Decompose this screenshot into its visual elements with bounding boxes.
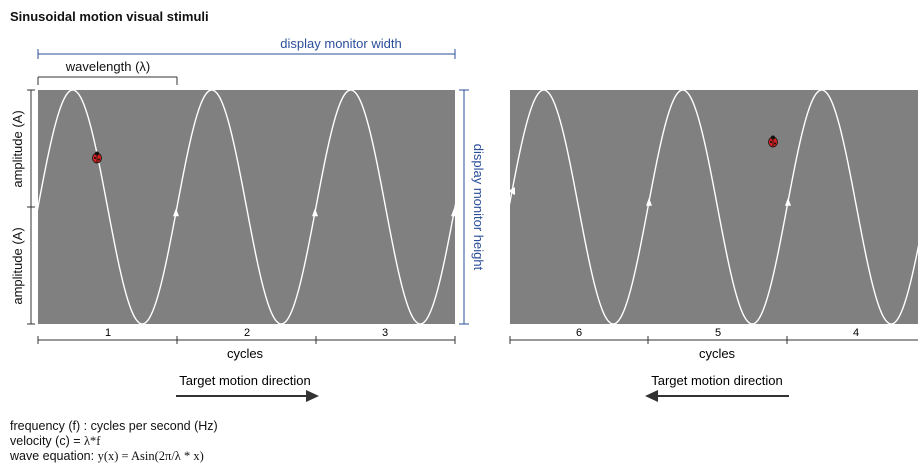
frequency-line: frequency (f) : cycles per second (Hz) (10, 419, 218, 433)
cycle-label: 5 (715, 327, 721, 339)
wave-arrow-icon (785, 197, 791, 206)
wavelength-label: wavelength (λ) (65, 59, 151, 74)
cycle-label: 1 (105, 327, 111, 339)
figure-title: Sinusoidal motion visual stimuli (10, 9, 209, 24)
right-wave-arrows (508, 187, 791, 206)
display-height-annotation: display monitor height (459, 89, 486, 325)
wave-arrow-icon (173, 208, 179, 217)
amplitude-top-label: amplitude (A) (10, 110, 25, 187)
wave-arrow-icon (508, 187, 515, 196)
display-width-label: display monitor width (280, 36, 401, 51)
wave-arrow-icon (312, 208, 318, 217)
wavelength-annotation: wavelength (λ) (37, 59, 178, 85)
arrow-icon (645, 390, 789, 402)
right-cycle-axis: 6 5 4 cycles (509, 327, 918, 361)
wave-equation-line: wave equation: y(x) = Asin(2π/λ * x) (10, 449, 218, 464)
amplitude-bottom-label: amplitude (A) (10, 227, 25, 304)
velocity-expression: λ*f (83, 434, 101, 448)
wave-prefix: wave equation: (10, 449, 98, 463)
display-height-label: display monitor height (471, 144, 486, 271)
left-direction-indicator: Target motion direction (176, 373, 319, 402)
equations-block: frequency (f) : cycles per second (Hz) v… (10, 419, 218, 464)
cycle-label: 6 (576, 327, 582, 339)
cycle-label: 3 (382, 327, 388, 339)
velocity-line: velocity (c) = λ*f (10, 434, 218, 449)
wave-arrow-icon (646, 197, 652, 206)
left-cycle-axis: 1 2 3 cycles (37, 327, 456, 361)
wave-expression: y(x) = Asin(2π/λ * x) (97, 449, 204, 463)
amplitude-annotation: amplitude (A) amplitude (A) (10, 89, 35, 325)
ladybug-target-icon (768, 135, 778, 148)
cycles-axis-label: cycles (699, 346, 736, 361)
right-sine-wave (510, 90, 918, 324)
cycle-label: 4 (853, 327, 859, 339)
velocity-prefix: velocity (c) = (10, 434, 84, 448)
arrow-icon (176, 390, 319, 402)
left-wave-arrows (173, 208, 457, 217)
ladybug-target-icon (92, 151, 102, 164)
direction-label: Target motion direction (179, 373, 311, 388)
right-direction-indicator: Target motion direction (645, 373, 789, 402)
display-width-annotation: display monitor width (37, 36, 456, 59)
cycles-axis-label: cycles (227, 346, 264, 361)
left-sine-wave (38, 90, 455, 324)
wave-arrow-icon (451, 208, 457, 217)
direction-label: Target motion direction (651, 373, 783, 388)
cycle-label: 2 (244, 327, 250, 339)
